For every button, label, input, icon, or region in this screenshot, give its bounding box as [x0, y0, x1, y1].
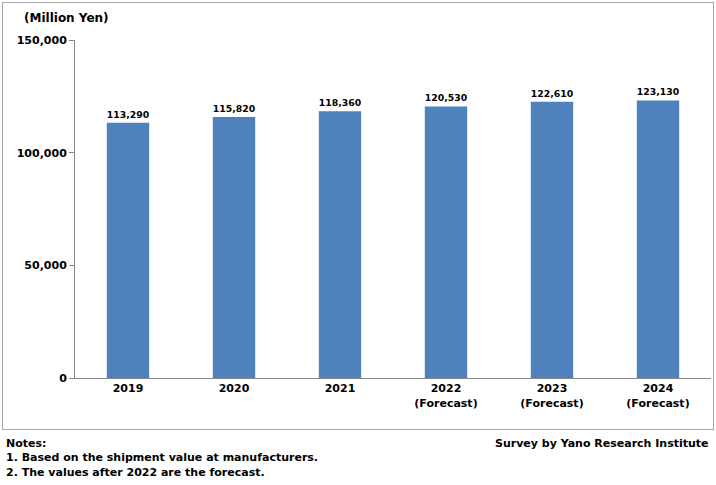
- svg-text:120,530: 120,530: [425, 92, 468, 103]
- svg-text:2024(Forecast): 2024(Forecast): [626, 382, 689, 409]
- svg-text:50,000: 50,000: [24, 259, 67, 272]
- svg-text:123,130: 123,130: [637, 86, 680, 97]
- svg-text:Notes:1. Based on the shipment: Notes:1. Based on the shipment value at …: [6, 437, 318, 479]
- svg-text:2021: 2021: [325, 382, 356, 395]
- svg-text:100,000: 100,000: [17, 147, 67, 160]
- svg-text:2020: 2020: [219, 382, 250, 395]
- svg-text:118,360: 118,360: [319, 97, 362, 108]
- svg-text:113,290: 113,290: [107, 109, 150, 120]
- svg-text:2019: 2019: [113, 382, 144, 395]
- svg-text:(Million Yen): (Million Yen): [24, 11, 109, 25]
- svg-text:115,820: 115,820: [213, 103, 256, 114]
- svg-text:0: 0: [59, 372, 67, 385]
- svg-text:2022(Forecast): 2022(Forecast): [414, 382, 477, 409]
- svg-text:122,610: 122,610: [531, 88, 574, 99]
- svg-text:Survey by Yano Research Instit: Survey by Yano Research Institute: [495, 437, 709, 450]
- svg-text:150,000: 150,000: [17, 34, 67, 47]
- svg-text:2023(Forecast): 2023(Forecast): [520, 382, 583, 409]
